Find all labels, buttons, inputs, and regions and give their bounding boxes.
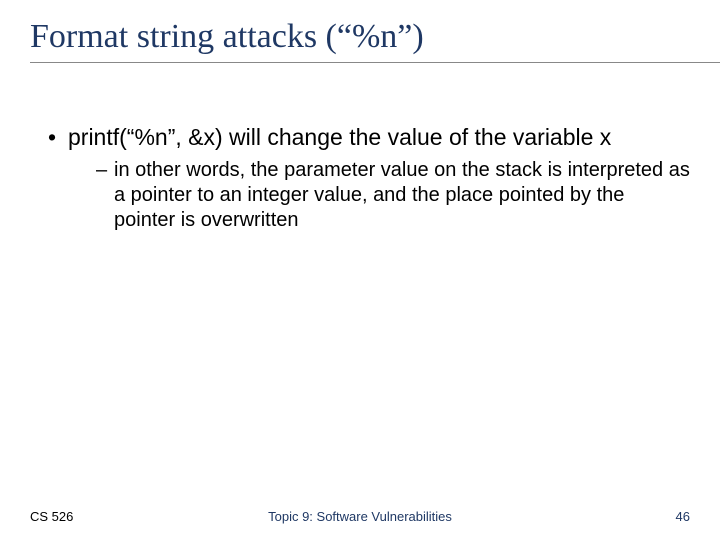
slide-title: Format string attacks (“%n”) — [30, 18, 690, 56]
bullet-list-level1: printf(“%n”, &x) will change the value o… — [30, 123, 690, 233]
title-underline — [30, 62, 720, 63]
slide: Format string attacks (“%n”) printf(“%n”… — [0, 0, 720, 540]
sub-bullet-item: in other words, the parameter value on t… — [96, 158, 690, 233]
footer-page-number: 46 — [676, 509, 690, 524]
footer-course-code: CS 526 — [30, 509, 73, 524]
slide-footer: CS 526 Topic 9: Software Vulnerabilities… — [0, 509, 720, 524]
bullet-item: printf(“%n”, &x) will change the value o… — [48, 123, 690, 233]
bullet-list-level2: in other words, the parameter value on t… — [68, 158, 690, 233]
bullet-text: printf(“%n”, &x) will change the value o… — [68, 124, 611, 150]
footer-topic: Topic 9: Software Vulnerabilities — [268, 509, 452, 524]
slide-body: printf(“%n”, &x) will change the value o… — [30, 123, 690, 233]
sub-bullet-text: in other words, the parameter value on t… — [114, 159, 690, 231]
